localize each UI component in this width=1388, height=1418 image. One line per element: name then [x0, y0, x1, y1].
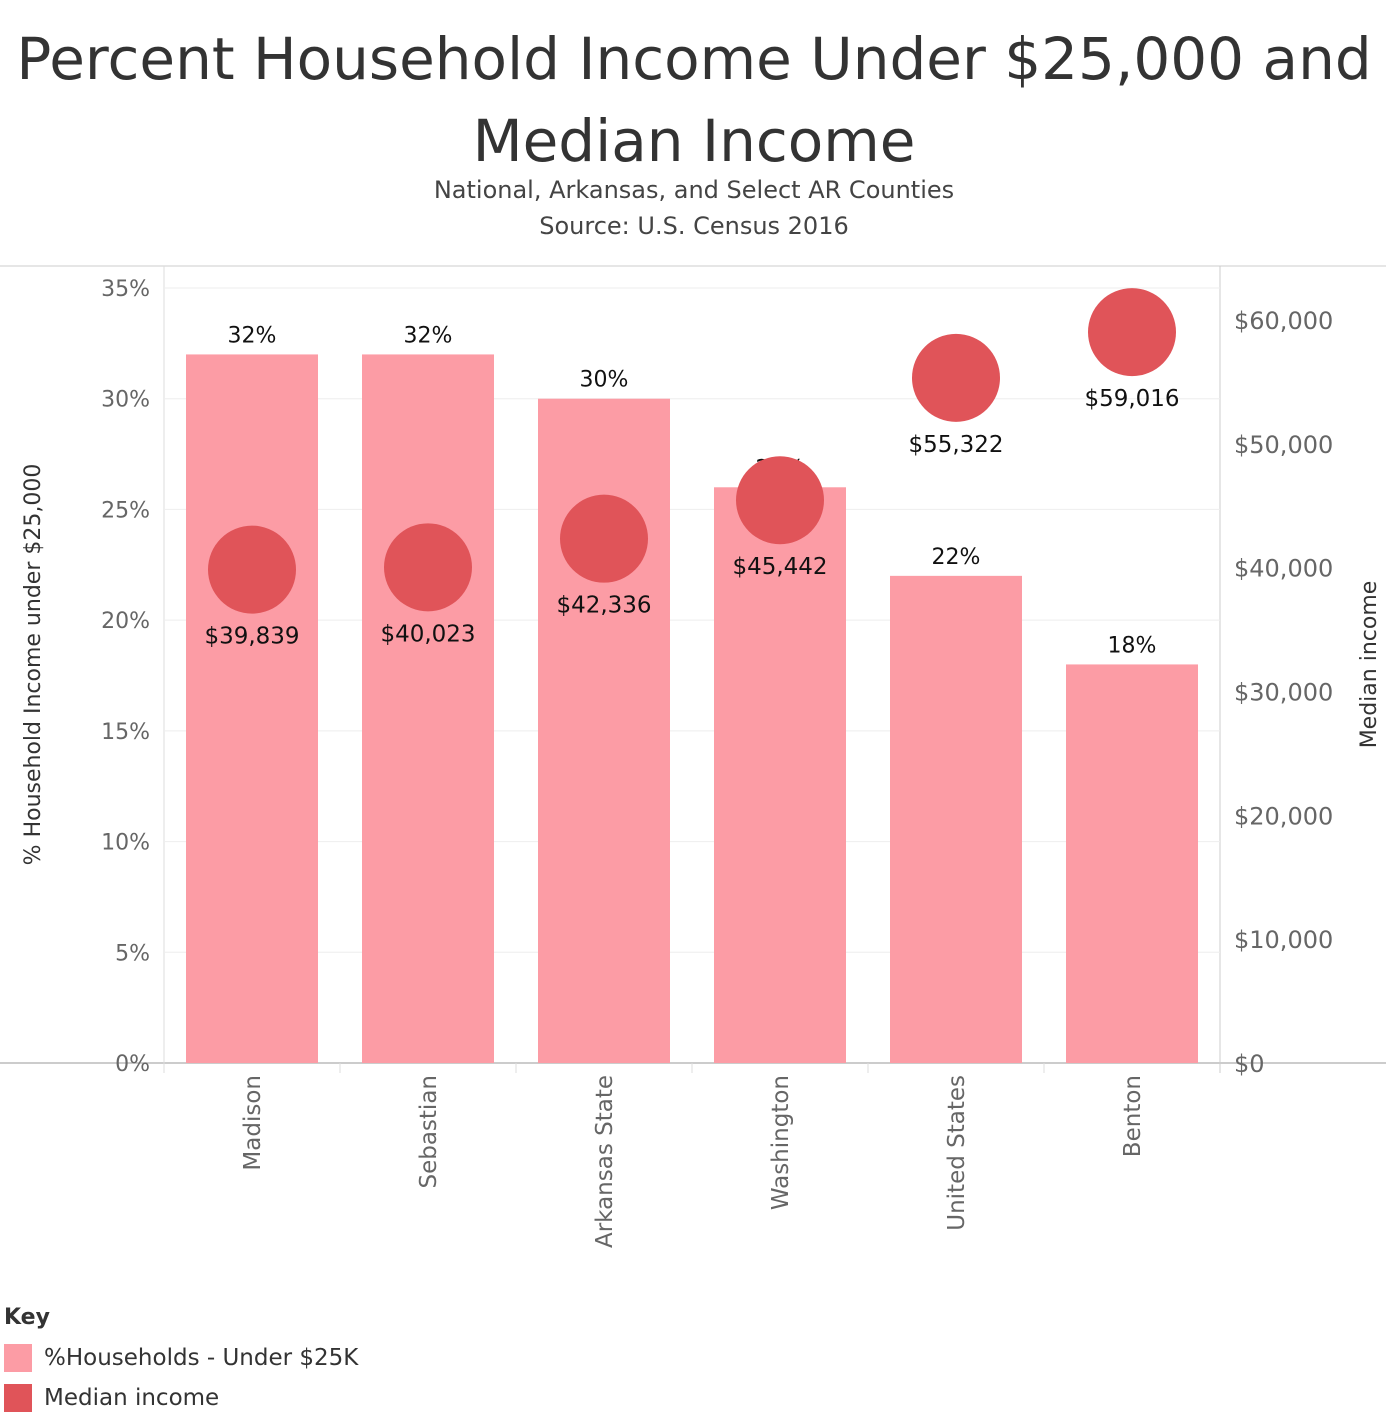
y-tick-right-label: $60,000 [1234, 307, 1333, 335]
bar [890, 575, 1022, 1063]
median-income-dot [384, 523, 472, 612]
median-income-dot [560, 494, 648, 583]
y-tick-right-label: $20,000 [1234, 802, 1333, 830]
chart-title: Percent Household Income Under $25,000 a… [0, 18, 1388, 182]
dot-data-label: $42,336 [556, 593, 651, 619]
legend-title: Key [4, 1305, 50, 1330]
dot-data-label: $45,442 [732, 554, 827, 580]
bar-data-label: 30% [580, 368, 629, 393]
legend-label-median: Median income [44, 1385, 220, 1411]
y-tick-left-label: 20% [101, 609, 150, 634]
chart-area: 0% 5% 10% 15% 20% 25% 30% 35% $0 $10,000 $20,000 $3… [0, 265, 1386, 1248]
chart-source: Source: U.S. Census 2016 [539, 212, 849, 240]
y-tick-right-label: $30,000 [1234, 678, 1333, 706]
legend-label-households: %Households - Under $25K [44, 1345, 359, 1371]
x-tick-label: United States [944, 1075, 970, 1231]
y-tick-right-label: $40,000 [1234, 555, 1333, 583]
legend-swatch-households [4, 1344, 32, 1372]
bar [714, 487, 846, 1063]
legend-item-median: Median income [4, 1378, 358, 1418]
chart-subtitle: National, Arkansas, and Select AR Counti… [433, 176, 955, 204]
y-tick-left-label: 15% [101, 720, 150, 745]
legend: Key %Households - Under $25K Median inco… [4, 1305, 358, 1418]
bar-data-label: 22% [932, 545, 981, 570]
chart-title-line1: Percent Household Income Under $25,000 a… [16, 25, 1372, 93]
y-tick-right-label: $50,000 [1234, 431, 1333, 459]
x-tick-label: Benton [1120, 1075, 1146, 1157]
median-income-dot [208, 525, 296, 614]
bar-data-label: 32% [228, 323, 277, 348]
chart-title-line2: Median Income [472, 107, 916, 175]
bar-data-label: 18% [1108, 633, 1157, 658]
median-income-dot [912, 333, 1000, 422]
x-tick-label: Madison [240, 1075, 266, 1171]
dot-data-label: $40,023 [380, 621, 475, 647]
dot-data-label: $59,016 [1084, 386, 1179, 412]
bar-data-label: 32% [404, 323, 453, 348]
y-axis-left-title: % Household Income under $25,000 [21, 464, 46, 866]
legend-swatch-median [4, 1384, 32, 1412]
dot-data-label: $39,839 [204, 624, 299, 650]
y-tick-right-label: $0 [1234, 1050, 1265, 1078]
bar [186, 354, 318, 1063]
y-tick-left-label: 10% [101, 831, 150, 856]
y-tick-left-label: 25% [101, 498, 150, 523]
bar [362, 354, 494, 1063]
dot-data-label: $55,322 [908, 432, 1003, 458]
x-tick-label: Sebastian [416, 1075, 442, 1189]
bar [1066, 664, 1198, 1063]
x-tick-label: Washington [768, 1075, 794, 1210]
legend-item-households: %Households - Under $25K [4, 1338, 358, 1378]
median-income-dot [1088, 288, 1176, 377]
median-income-dot [736, 456, 824, 545]
x-tick-label: Arkansas State [592, 1075, 618, 1248]
y-tick-left-label: 5% [115, 941, 150, 966]
y-axis-right-title: Median income [1357, 581, 1382, 749]
y-tick-right-label: $10,000 [1234, 926, 1333, 954]
y-tick-left-label: 30% [101, 388, 150, 413]
y-tick-left-label: 0% [115, 1052, 150, 1077]
y-tick-left-label: 35% [101, 277, 150, 302]
